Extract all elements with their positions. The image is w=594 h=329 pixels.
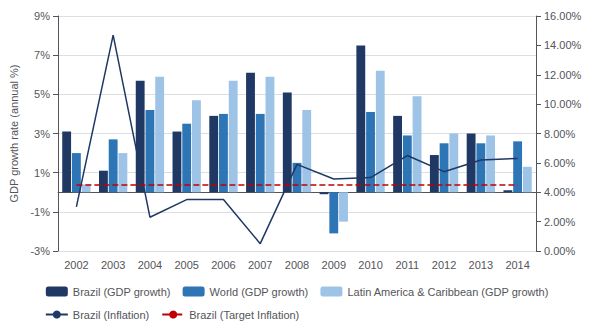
svg-text:-3%: -3% [30, 245, 50, 257]
svg-text:2012: 2012 [432, 259, 456, 271]
svg-text:Brazil (Target Inflation): Brazil (Target Inflation) [189, 309, 299, 321]
svg-text:7%: 7% [34, 49, 50, 61]
svg-text:-1%: -1% [30, 206, 50, 218]
svg-text:10.00%: 10.00% [544, 98, 582, 110]
svg-text:14.00%: 14.00% [544, 39, 582, 51]
svg-text:2014: 2014 [505, 259, 529, 271]
svg-text:2010: 2010 [358, 259, 382, 271]
svg-text:2004: 2004 [138, 259, 162, 271]
svg-text:2007: 2007 [248, 259, 272, 271]
svg-text:2003: 2003 [101, 259, 125, 271]
svg-text:GDP growth rate (annual %): GDP growth rate (annual %) [8, 65, 20, 203]
svg-text:16.00%: 16.00% [544, 10, 582, 22]
svg-text:9%: 9% [34, 10, 50, 22]
svg-text:2008: 2008 [285, 259, 309, 271]
svg-text:2005: 2005 [174, 259, 198, 271]
svg-text:2006: 2006 [211, 259, 235, 271]
svg-text:Latin America & Caribbean (GDP: Latin America & Caribbean (GDP growth) [347, 286, 548, 298]
svg-text:Brazil (GDP growth): Brazil (GDP growth) [73, 286, 171, 298]
svg-text:2011: 2011 [395, 259, 419, 271]
svg-text:5%: 5% [34, 88, 50, 100]
svg-text:1%: 1% [34, 167, 50, 179]
svg-text:4.00%: 4.00% [544, 186, 575, 198]
svg-text:World (GDP growth): World (GDP growth) [210, 286, 309, 298]
svg-text:2002: 2002 [64, 259, 88, 271]
svg-text:8.00%: 8.00% [544, 128, 575, 140]
svg-text:Brazil (Inflation): Brazil (Inflation) [73, 309, 149, 321]
svg-text:2013: 2013 [469, 259, 493, 271]
svg-text:2.00%: 2.00% [544, 216, 575, 228]
svg-text:6.00%: 6.00% [544, 157, 575, 169]
svg-text:12.00%: 12.00% [544, 69, 582, 81]
svg-text:3%: 3% [34, 128, 50, 140]
svg-text:0.00%: 0.00% [544, 245, 575, 257]
svg-text:2009: 2009 [322, 259, 346, 271]
